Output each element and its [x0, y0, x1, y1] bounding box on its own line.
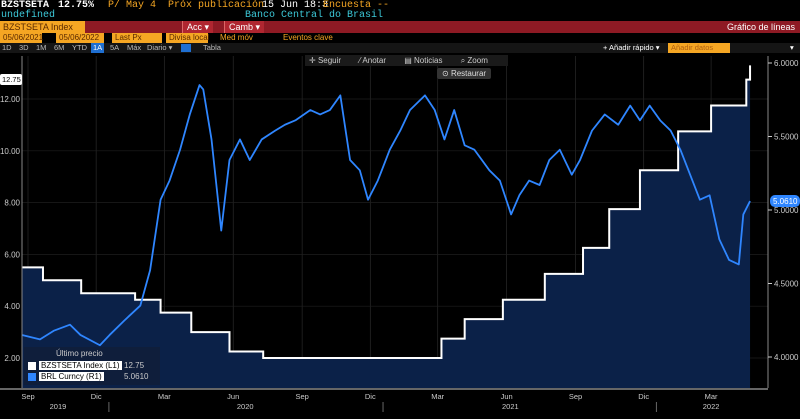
x-month-label: Dic [638, 392, 649, 401]
x-month-label: Jun [501, 392, 513, 401]
legend-value: 5.0610 [124, 372, 149, 381]
add-data-field[interactable]: Añadir datos [668, 43, 730, 53]
x-year-label: 2021 [502, 402, 519, 411]
left-tick-label: 10.00 [0, 147, 21, 156]
next-release-label: Próx publicación [168, 0, 265, 11]
x-month-label: Jun [227, 392, 239, 401]
left-last-tag-label: 12.75 [2, 75, 21, 84]
follow-label: Seguir [317, 56, 342, 65]
currency-selector[interactable]: Divisa local [166, 33, 209, 43]
x-month-label: Sep [295, 392, 308, 401]
acc-label: Acc [187, 22, 203, 32]
range-1m[interactable]: 1M [36, 43, 47, 52]
left-tick-label: 12.00 [0, 95, 21, 104]
acc-button[interactable]: Acc ▾ [182, 21, 214, 33]
legend-title: Último precio [56, 349, 103, 358]
range-1d[interactable]: 1D [2, 43, 12, 52]
security-field[interactable]: BZSTSETA Index [0, 21, 85, 33]
range-3d[interactable]: 3D [19, 43, 29, 52]
source: Banco Central do Brasil [245, 10, 384, 21]
zoom-label: Zoom [467, 56, 488, 65]
left-tick-label: 4.00 [4, 302, 20, 311]
security-bar: BZSTSETA Index Acc ▾ Camb ▾ Gráfico de l… [0, 21, 800, 33]
right-tick-label: 5.5000 [774, 133, 799, 142]
selic-line [22, 65, 752, 359]
x-month-label: Dic [365, 392, 376, 401]
news-button[interactable]: ▤ Noticias [404, 56, 443, 65]
end-date-field[interactable]: 05/06/2022 [56, 33, 104, 43]
legend-value: 12.75 [124, 361, 145, 370]
chart-mode-icon[interactable] [181, 44, 191, 52]
restore-button[interactable]: ⊙ Restaurar [437, 68, 492, 79]
x-month-label: Sep [21, 392, 34, 401]
period: P/ May 4 [108, 0, 157, 11]
right-last-tag-label: 5.0610 [773, 197, 798, 206]
range-5a[interactable]: 5A [110, 43, 120, 52]
zoom-button[interactable]: ⌕ Zoom [460, 56, 488, 65]
settings-row: 05/06/2021 05/06/2022 Last Px Divisa loc… [0, 33, 800, 43]
camb-label: Camb [229, 22, 254, 32]
table-button[interactable]: Tabla [203, 43, 221, 52]
settings-dropdown-icon[interactable]: ▾ [790, 43, 794, 52]
camb-button[interactable]: Camb ▾ [224, 21, 265, 33]
annotate-label: Anotar [362, 56, 386, 65]
quick-add-button[interactable]: + Añadir rápido ▾ [603, 43, 660, 52]
left-tick-label: 2.00 [4, 354, 20, 363]
news-label: Noticias [414, 56, 443, 65]
right-tick-label: 4.5000 [774, 280, 799, 289]
legend-item-brl[interactable]: BRL Curncy (R1) 5.0610 [28, 372, 148, 381]
legend-swatch [28, 372, 36, 381]
left-tick-label: 6.00 [4, 250, 20, 259]
start-date-field[interactable]: 05/06/2021 [0, 33, 43, 43]
chart-toolbar: ✛ Seguir ⁄ Anotar ▤ Noticias ⌕ Zoom [305, 55, 508, 66]
range-ytd[interactable]: YTD [72, 43, 87, 52]
survey: Encuesta -- [323, 0, 390, 11]
field-selector[interactable]: Last Px [112, 33, 162, 43]
left-tick-label: 8.00 [4, 199, 20, 208]
frequency-dropdown[interactable]: Diario ▾ [147, 43, 173, 52]
x-year-label: 2020 [237, 402, 254, 411]
legend-swatch [28, 361, 36, 370]
legend-name: BZSTSETA Index (L1) [39, 361, 122, 370]
header-row: BZSTSETA 12.75% P/ May 4 Próx publicació… [0, 0, 800, 11]
range-1a[interactable]: 1A [91, 43, 105, 53]
key-events-toggle[interactable]: Eventos clave [283, 33, 333, 42]
restore-label: Restaurar [450, 69, 487, 78]
right-tick-label: 5.0000 [774, 206, 799, 215]
right-tick-label: 4.0000 [774, 353, 799, 362]
last-value: 12.75% [58, 0, 95, 11]
x-month-label: Mar [431, 392, 444, 401]
x-month-label: Dic [91, 392, 102, 401]
chart-type[interactable]: Gráfico de líneas [726, 22, 795, 32]
x-month-label: Mar [705, 392, 718, 401]
range-6m[interactable]: 6M [54, 43, 65, 52]
next-release: 15 Jun 18:3 [262, 0, 329, 11]
brl-line [21, 84, 751, 347]
selic-area [22, 79, 751, 388]
moving-avg-toggle[interactable]: Med móv [220, 33, 253, 42]
x-year-label: 2022 [703, 402, 720, 411]
x-month-label: Sep [569, 392, 582, 401]
annotate-button[interactable]: ⁄ Anotar [359, 56, 386, 65]
legend: Último precio BZSTSETA Index (L1) 12.75 B… [24, 347, 160, 385]
x-year-label: 2019 [50, 402, 67, 411]
subtitle-row: undefined Banco Central do Brasil [0, 10, 800, 21]
legend-name: BRL Curncy (R1) [39, 372, 104, 381]
right-tick-label: 6.0000 [774, 59, 799, 68]
range-max[interactable]: Máx [127, 43, 142, 52]
x-month-label: Mar [158, 392, 171, 401]
left-last-tag [0, 74, 22, 85]
range-row: 1D 3D 1M 6M YTD 1A 5A Máx Diario ▾ Tabla… [0, 43, 800, 53]
follow-button[interactable]: ✛ Seguir [309, 56, 342, 65]
subtitle: undefined [1, 10, 56, 21]
right-last-tag [770, 195, 800, 208]
legend-item-selic[interactable]: BZSTSETA Index (L1) 12.75 [28, 361, 144, 370]
ticker: BZSTSETA [1, 0, 50, 11]
